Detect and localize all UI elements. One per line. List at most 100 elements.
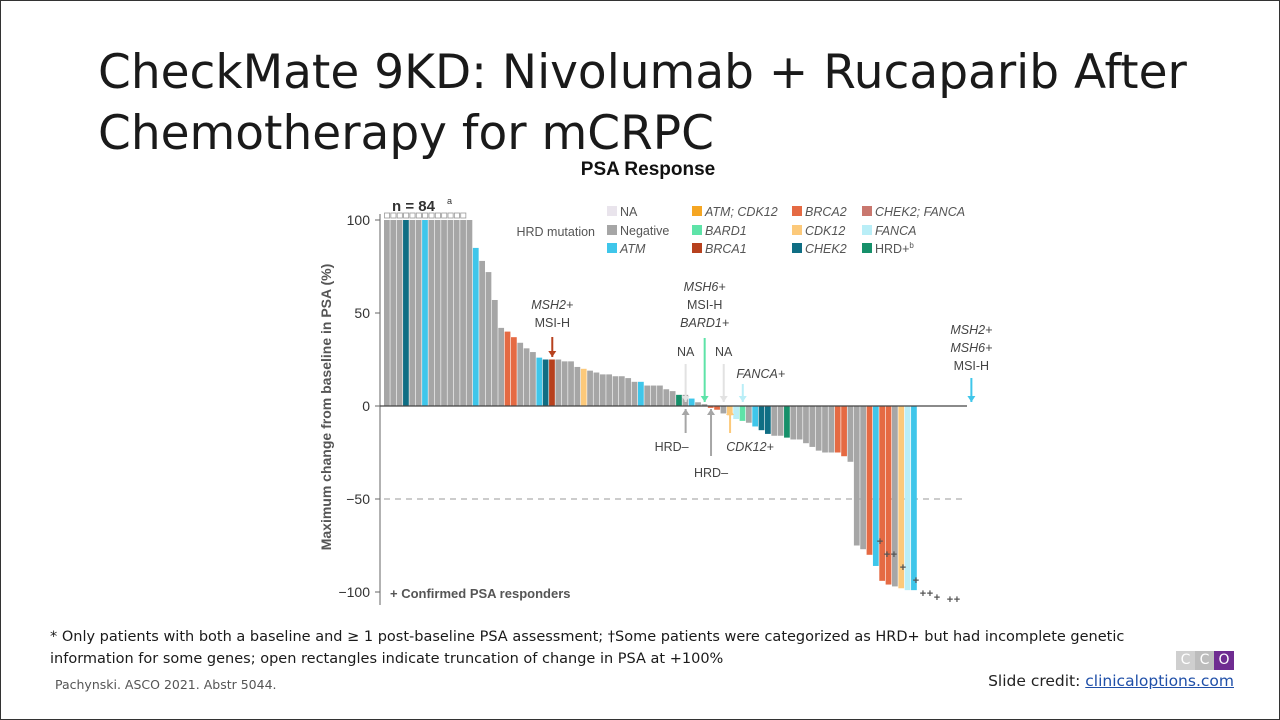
annotation-label: MSH6+ (684, 280, 726, 294)
legend-swatch (692, 206, 702, 216)
legend-label: CDK12 (805, 224, 845, 238)
waterfall-bar (638, 381, 644, 406)
slide-title: CheckMate 9KD: Nivolumab + Rucaparib Aft… (98, 45, 1187, 161)
waterfall-bar (733, 406, 739, 420)
annotation-arrow-head (700, 396, 709, 402)
waterfall-bar (555, 359, 562, 406)
y-axis-label: Maximum change from baseline in PSA (%) (318, 264, 334, 551)
y-tick-label: −50 (346, 491, 370, 507)
waterfall-bar (911, 406, 917, 591)
legend-swatch (607, 243, 617, 253)
truncation-marker (434, 212, 441, 219)
waterfall-bar (872, 406, 879, 566)
waterfall-bar (504, 331, 511, 406)
waterfall-bar (809, 406, 816, 447)
waterfall-bar (898, 406, 905, 589)
waterfall-bar (618, 376, 625, 406)
waterfall-bar (853, 406, 860, 546)
annotation-label: MSH6+ (950, 341, 992, 355)
citation: Pachynski. ASCO 2021. Abstr 5044. (55, 677, 277, 692)
annotation-label: HRD– (655, 440, 689, 454)
waterfall-bar (580, 368, 587, 406)
waterfall-bar (771, 406, 778, 436)
waterfall-bar (498, 327, 505, 406)
responder-plus-mark: + (913, 575, 919, 587)
legend-swatch (692, 243, 702, 253)
waterfall-bar (866, 406, 873, 555)
legend-swatch (862, 225, 872, 235)
annotation-arrow-head (681, 396, 690, 402)
waterfall-bar (523, 348, 530, 406)
truncation-marker (447, 212, 454, 219)
truncation-marker (415, 212, 422, 219)
annotation-arrow-head (738, 396, 747, 402)
waterfall-bar (860, 406, 866, 550)
annotation-arrow-head (681, 409, 690, 415)
annotation-label: BARD1+ (680, 316, 729, 330)
waterfall-bar (536, 357, 543, 406)
truncation-marker (409, 212, 416, 219)
responder-plus-mark: + (900, 562, 906, 574)
waterfall-bar (561, 361, 568, 406)
waterfall-bar (396, 220, 403, 406)
waterfall-bar (790, 406, 797, 440)
legend-label: BRCA2 (805, 205, 847, 219)
responder-plus-mark: + (891, 549, 897, 561)
waterfall-bar (847, 406, 854, 462)
waterfall-bar (466, 220, 473, 406)
legend-swatch (692, 225, 702, 235)
waterfall-bar (415, 220, 422, 406)
annotation-label: FANCA+ (736, 367, 785, 381)
y-tick-label: 50 (354, 305, 370, 321)
responder-plus-mark: + (954, 594, 960, 606)
n-label-superscript: a (447, 196, 452, 206)
waterfall-bar (758, 406, 765, 431)
legend-swatch (607, 225, 617, 235)
waterfall-bar (657, 385, 663, 406)
waterfall-bar (828, 406, 835, 453)
waterfall-bar (511, 337, 517, 406)
responder-plus-mark: + (877, 536, 883, 548)
legend-label: HRD+b (875, 241, 914, 256)
waterfall-bar (472, 247, 479, 406)
legend-swatch (607, 206, 617, 216)
legend-label: FANCA (875, 224, 916, 238)
waterfall-bar (752, 406, 759, 427)
annotation-arrow-head (719, 396, 728, 402)
waterfall-bar (676, 394, 682, 406)
annotation-arrow-head (726, 409, 735, 415)
waterfall-bar (599, 374, 606, 406)
responder-plus-mark: + (920, 588, 926, 600)
annotation-label: MSH2+ (950, 323, 992, 337)
annotation-arrow-head (548, 351, 557, 357)
waterfall-bar (739, 406, 746, 421)
annotation-label: NA (715, 345, 733, 359)
legend-swatch (862, 243, 872, 253)
legend-swatch (792, 206, 802, 216)
waterfall-bar (390, 220, 397, 406)
credit-link[interactable]: clinicaloptions.com (1085, 672, 1234, 690)
truncation-marker (453, 212, 460, 219)
y-tick-label: 0 (362, 398, 370, 414)
truncation-marker (422, 212, 429, 219)
waterfall-bar (815, 406, 822, 451)
legend-swatch (792, 243, 802, 253)
logo-letter: O (1218, 652, 1230, 668)
truncation-marker (390, 212, 397, 219)
responder-plus-mark: + (884, 549, 890, 561)
waterfall-bar (485, 272, 492, 406)
truncation-marker (384, 212, 391, 219)
responder-legend: + Confirmed PSA responders (390, 586, 570, 601)
waterfall-bar (574, 366, 581, 406)
waterfall-bar (625, 378, 632, 406)
waterfall-bar (612, 376, 619, 406)
annotation-label: MSI-H (687, 298, 722, 312)
waterfall-bar (428, 220, 435, 406)
waterfall-bar (409, 220, 416, 406)
logo-letter: C (1199, 652, 1210, 668)
waterfall-bar (530, 352, 536, 406)
waterfall-bar (834, 406, 841, 453)
truncation-marker (441, 212, 448, 219)
waterfall-bar (384, 220, 390, 406)
waterfall-bar (517, 342, 524, 406)
